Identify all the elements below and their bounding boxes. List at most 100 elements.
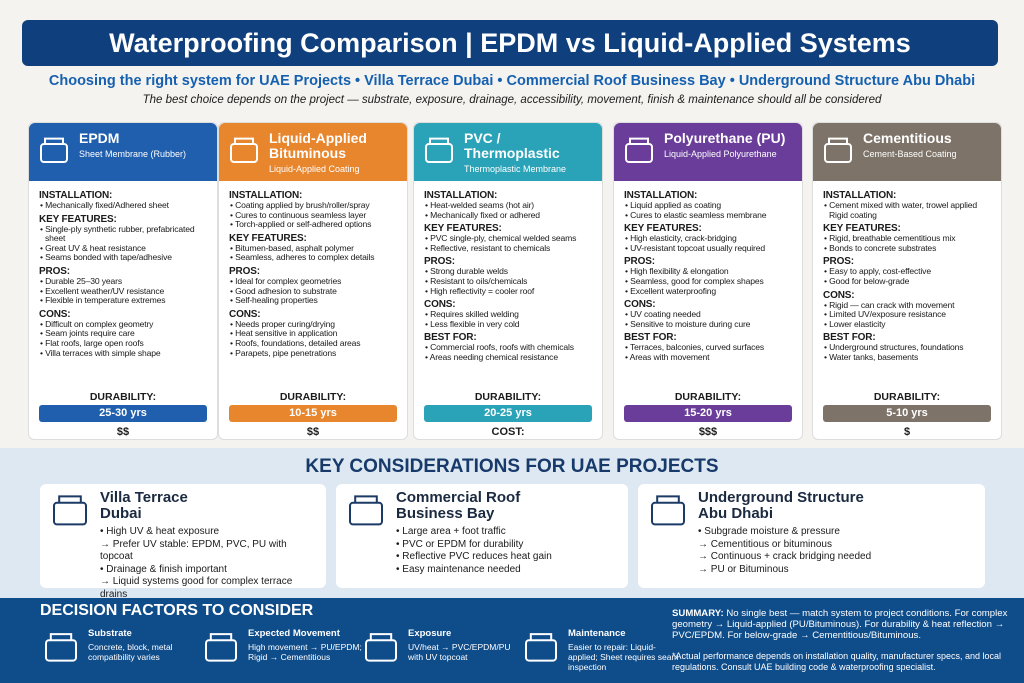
list-item: High flexibility & elongation [624, 267, 794, 277]
list-item: Flexible in temperature extremes [39, 296, 209, 306]
card: EPDM Sheet Membrane (Rubber) INSTALLATION:… [28, 122, 218, 440]
list-item: Limited UV/exposure resistance [823, 310, 993, 320]
list-item: Torch-applied or self-adhered options [229, 220, 399, 230]
list-item: High reflectivity = cooler roof [424, 286, 594, 297]
card-body: INSTALLATION:Liquid applied as coatingCu… [614, 181, 802, 363]
section-heading: CONS: [39, 308, 71, 320]
card-title: Polyurethane (PU) [664, 130, 786, 146]
list-item: Bitumen-based, asphalt polymer [229, 243, 399, 254]
card: Liquid-Applied Bituminous Liquid-Applied … [218, 122, 408, 440]
section-heading: INSTALLATION: [823, 190, 897, 201]
box-point: → Prefer UV stable: EPDM, PVC, PU with t… [100, 538, 287, 563]
list-item: Excellent weather/UV resistance [39, 286, 209, 297]
list-item: Self-healing properties [229, 296, 399, 306]
list-item: Mechanically fixed or adhered [424, 210, 594, 221]
icon [365, 633, 397, 662]
list-item: Sensitive to moisture during cure [624, 319, 794, 330]
factors-heading: DECISION FACTORS TO CONSIDER [40, 602, 314, 619]
list-item: Terraces, balconies, curved surfaces [624, 343, 794, 353]
section-heading: INSTALLATION: [229, 190, 303, 201]
icon [40, 137, 68, 163]
box-place: Dubai [100, 505, 142, 522]
box-place: Abu Dhabi [698, 505, 773, 522]
list-item: Easy to apply, cost-effective [823, 267, 993, 277]
section-heading: KEY FEATURES: [424, 223, 502, 235]
durability-label: DURABILITY: [674, 391, 742, 403]
card-header: Cementitious Cement-Based Coating [813, 123, 1001, 181]
cost: $$$ [698, 426, 718, 438]
list-item: Parapets, pipe penetrations [229, 348, 399, 359]
consideration-box: Villa Terrace Dubai • High UV & heat expos… [40, 484, 326, 600]
factor-text: UV/heat → PVC/EPDM/PU with UV topcoat [408, 642, 511, 662]
icon [349, 495, 383, 526]
box-title: Villa Terrace [100, 489, 188, 506]
list-item: Needs proper curing/drying [229, 319, 399, 330]
list-item: Reflective, resistant to chemicals [424, 243, 594, 254]
icon [230, 137, 258, 163]
icon [651, 495, 685, 526]
box-points: • High UV & heat exposure → Prefer UV sta… [100, 526, 318, 601]
durability-label: DURABILITY: [89, 391, 157, 403]
durability-value: 10-15 yrs [229, 405, 397, 422]
list-item: Water tanks, basements [823, 352, 993, 363]
factor-text: Easier to repair: Liquid-applied; Sheet … [568, 642, 679, 672]
summary-lead: SUMMARY: [672, 608, 724, 619]
card-body: INSTALLATION:Coating applied by brush/ro… [219, 181, 407, 358]
cost: $$ [116, 426, 130, 438]
box-point: • PVC or EPDM for durability [396, 538, 524, 550]
card-subtitle: Thermoplastic Membrane [464, 164, 567, 174]
box-point: • Drainage & finish important [100, 563, 227, 575]
list-item: Lower elasticity [823, 319, 993, 330]
card-title: EPDM [79, 130, 120, 146]
factor-title: Exposure [408, 628, 452, 639]
section-heading: PROS: [424, 256, 455, 268]
considerations-heading: KEY CONSIDERATIONS FOR UAE PROJECTS [305, 456, 719, 477]
durability-value: 20-25 yrs [424, 405, 592, 422]
footnote: *Actual performance depends on installat… [672, 651, 1002, 672]
section-heading: PROS: [229, 265, 260, 277]
icon [53, 495, 87, 526]
list-item: Rigid, breathable cementitious mix [823, 234, 993, 244]
card-header: EPDM Sheet Membrane (Rubber) [29, 123, 217, 181]
card-subtitle: Liquid-Applied Polyurethane [664, 149, 777, 159]
list-item: Areas with movement [624, 352, 794, 363]
icon [525, 633, 557, 662]
list-item: Durable 25–30 years [39, 276, 209, 287]
list-item: High elasticity, crack-bridging [624, 234, 794, 244]
list-item: Villa terraces with simple shape [39, 348, 209, 359]
section-heading: CONS: [229, 308, 261, 320]
box-point: • Easy maintenance needed [396, 563, 521, 575]
section-heading: CONS: [823, 289, 855, 301]
section-heading: PROS: [624, 256, 655, 268]
box-place: Business Bay [396, 505, 495, 522]
list-item: Liquid applied as coating [624, 200, 794, 211]
card-title: Cementitious [863, 130, 952, 146]
list-item: Seams bonded with tape/adhesive [39, 253, 209, 263]
consideration-box: Underground Structure Abu Dhabi • Subgrade… [638, 484, 985, 588]
durability-label: DURABILITY: [474, 391, 542, 403]
factor: Maintenance Easier to repair: Liquid-appl… [524, 628, 682, 672]
summary: SUMMARY: No single best — match system t… [672, 608, 1017, 641]
cost: $ [903, 426, 911, 438]
box-point: • Subgrade moisture & pressure [698, 526, 840, 537]
list-item: Less flexible in very cold [424, 319, 594, 330]
list-item: PVC single-ply, chemical welded seams [424, 234, 594, 244]
section-heading: BEST FOR: [424, 332, 477, 344]
section-heading: PROS: [823, 256, 854, 268]
list-item: Commercial roofs, roofs with chemicals [424, 343, 594, 353]
section-heading: INSTALLATION: [39, 190, 113, 201]
section-heading: PROS: [39, 265, 70, 277]
box-title: Commercial Roof [396, 489, 521, 506]
section-heading: KEY FEATURES: [823, 223, 901, 235]
factor-title: Expected Movement [248, 628, 340, 639]
list-item: Bonds to concrete substrates [823, 243, 993, 254]
list-item: Single-ply synthetic rubber, prefabricat… [39, 224, 209, 244]
durability-label: DURABILITY: [873, 391, 941, 403]
card-subtitle: Liquid-Applied Coating [269, 164, 360, 174]
consideration-box: Commercial Roof Business Bay • Large area … [336, 484, 628, 588]
icon [425, 137, 453, 163]
title: Waterproofing Comparison | EPDM vs Liqui… [22, 20, 998, 66]
cost: COST: [491, 426, 525, 438]
box-points: • Large area + foot traffic • PVC or EPDM… [396, 526, 620, 576]
